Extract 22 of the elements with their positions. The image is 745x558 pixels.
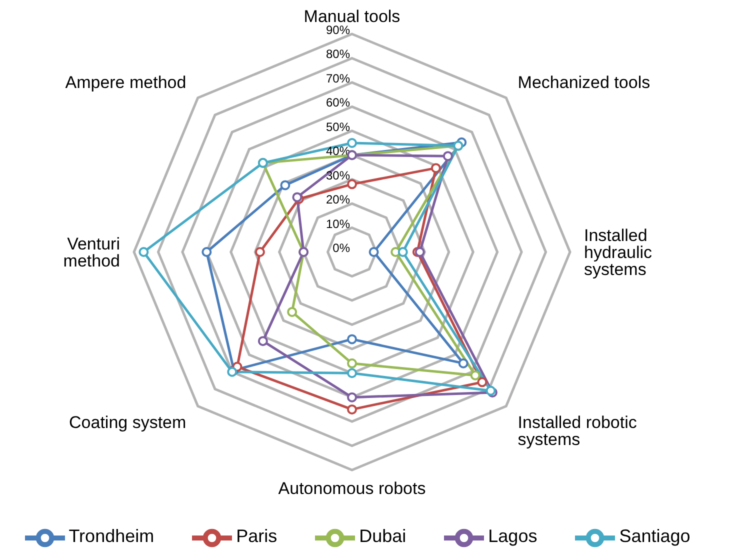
y-tick-label: 10% (326, 216, 350, 231)
y-tick-label: 0% (332, 241, 350, 255)
y-tick-label: 50% (326, 120, 350, 134)
spoke-label: Installed robotic systems (518, 412, 638, 449)
legend-label: Trondheim (68, 526, 154, 546)
spoke-label: Coating system (69, 412, 186, 432)
y-tick-label: 30% (326, 168, 350, 182)
y-tick-label: 80% (326, 47, 350, 62)
spoke-label: Manual tools (304, 7, 400, 26)
spoke-label: Installed hydraulic systems (584, 226, 653, 280)
y-tick-label: 20% (326, 192, 350, 207)
legend-label: Dubai (359, 526, 406, 546)
spoke-label: Venturi method (63, 234, 120, 271)
spoke-label: Mechanized tools (518, 73, 650, 92)
legend-label: Santiago (619, 526, 690, 546)
spoke-label: Ampere method (65, 73, 186, 92)
spoke-label: Autonomous robots (278, 479, 426, 498)
y-tick-label: 60% (326, 96, 350, 110)
legend-label: Paris (236, 526, 278, 546)
legend-label: Lagos (488, 526, 538, 546)
y-tick-label: 70% (326, 71, 350, 86)
y-tick-label: 90% (326, 23, 350, 37)
